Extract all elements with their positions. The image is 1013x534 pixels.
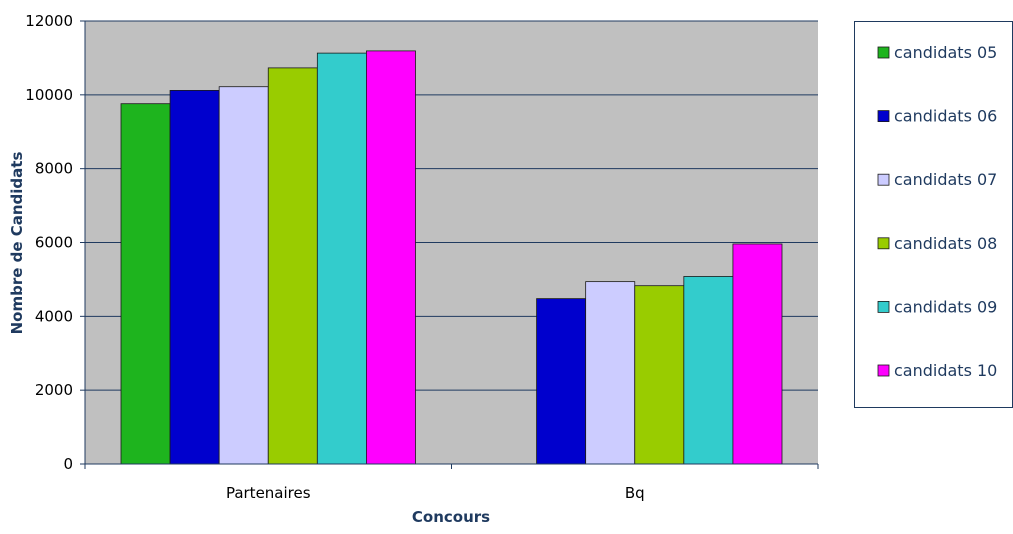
bar (120, 103, 171, 465)
x-tick-label: Partenaires (226, 484, 311, 502)
bar (316, 52, 367, 465)
y-tick-label: 2000 (35, 381, 73, 399)
legend-box (854, 21, 1013, 408)
legend-label: candidats 05 (894, 43, 997, 62)
legend-swatch (877, 110, 890, 122)
bar (536, 298, 587, 465)
bar (585, 281, 636, 465)
bar (732, 243, 783, 465)
y-tick-label: 0 (63, 455, 73, 473)
legend-swatch (877, 300, 890, 313)
legend-label: candidats 06 (894, 107, 997, 126)
y-tick-label: 4000 (35, 307, 73, 325)
axes: 0 2000 4000 6000 8000 10000 12000 Partenaires Bq (25, 12, 819, 502)
bar (169, 90, 220, 465)
y-axis-title: Nombre de Candidats (8, 152, 26, 335)
bar (267, 67, 318, 465)
y-tick-label: 12000 (25, 12, 73, 30)
legend-swatch (877, 237, 890, 250)
x-tick-label: Bq (625, 484, 645, 502)
legend-label: candidats 09 (894, 297, 997, 316)
y-tick-label: 10000 (25, 86, 73, 104)
y-tick-label: 8000 (35, 160, 73, 178)
legend-label: candidats 10 (894, 361, 997, 380)
bar (683, 276, 734, 465)
legend-swatch (877, 364, 890, 377)
y-tick-label: 6000 (35, 234, 73, 252)
legend-label: candidats 08 (894, 234, 997, 253)
bar (634, 285, 685, 465)
legend: candidats 05 candidats 06 candidats 07 cand… (854, 21, 1013, 408)
bar (218, 86, 269, 465)
legend-label: candidats 07 (894, 170, 997, 189)
plot-area (85, 20, 818, 465)
legend-swatch (877, 173, 890, 186)
bar (366, 50, 416, 465)
legend-swatch (877, 46, 890, 59)
x-axis-title: Concours (412, 508, 490, 526)
